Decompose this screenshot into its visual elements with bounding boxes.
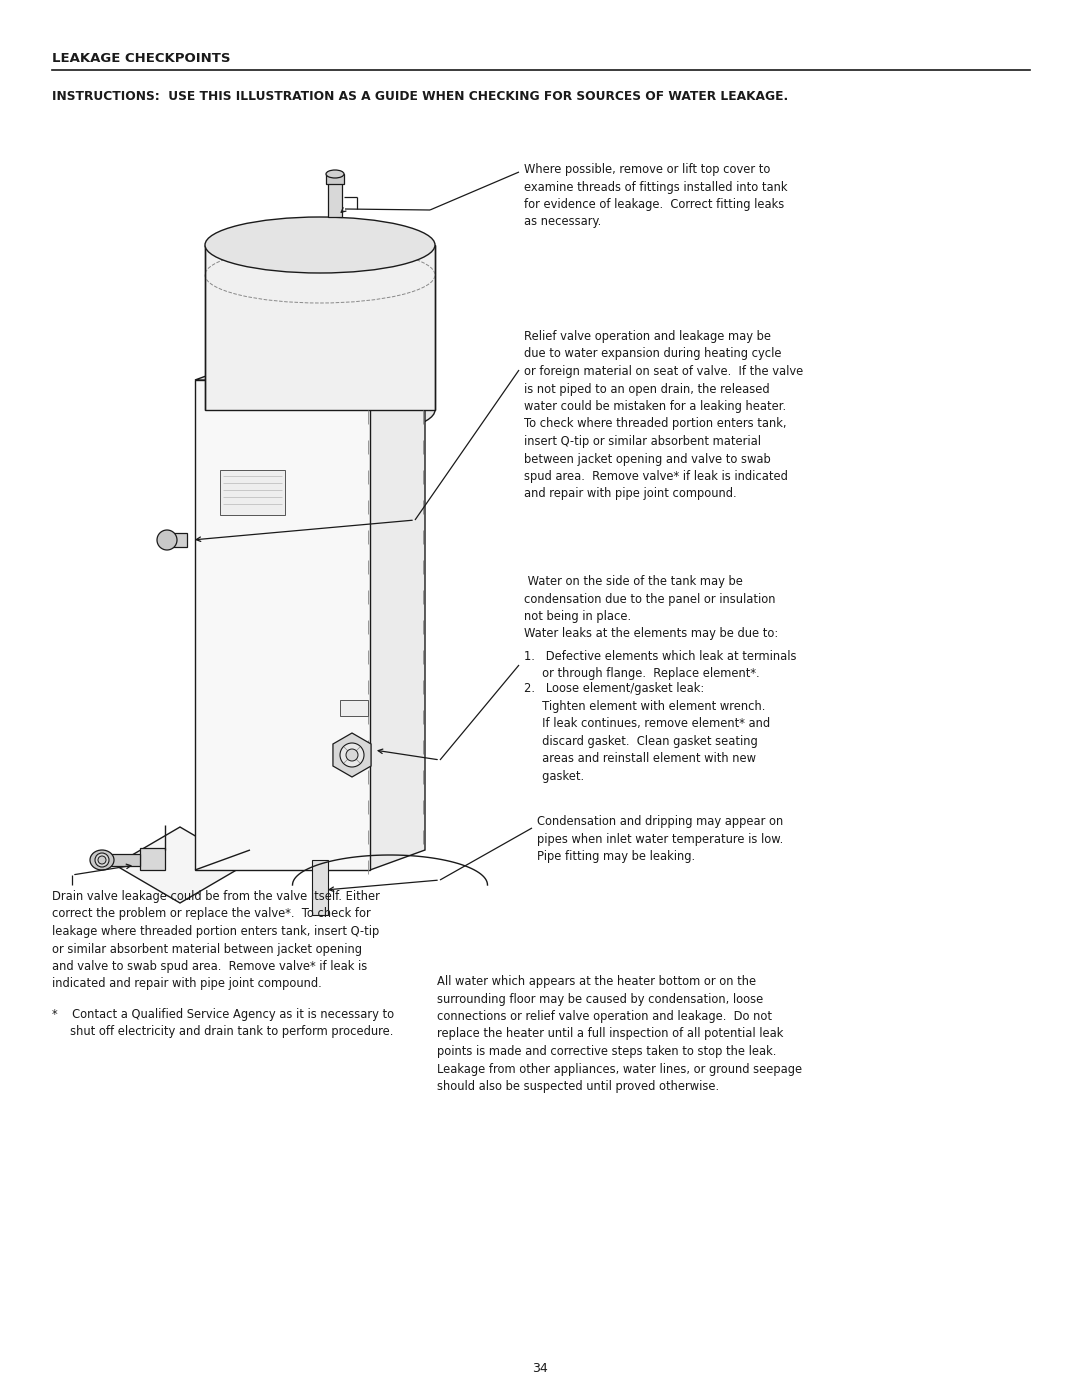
Text: 34: 34 [532,1362,548,1375]
Ellipse shape [326,170,345,177]
Text: Water on the side of the tank may be
condensation due to the panel or insulation: Water on the side of the tank may be con… [524,576,775,623]
Polygon shape [370,360,426,870]
Text: Where possible, remove or lift top cover to
examine threads of fittings installe: Where possible, remove or lift top cover… [524,163,787,229]
Ellipse shape [346,749,357,761]
Text: 1.   Defective elements which leak at terminals
     or through flange.  Replace: 1. Defective elements which leak at term… [524,650,797,680]
Text: Tighten element with element wrench.
     If leak continues, remove element* and: Tighten element with element wrench. If … [524,700,770,782]
Polygon shape [205,244,435,409]
Ellipse shape [90,849,114,870]
Bar [140,848,165,870]
Text: *    Contact a Qualified Service Agency as it is necessary to
     shut off elec: * Contact a Qualified Service Agency as … [52,1009,394,1038]
Text: All water which appears at the heater bottom or on the
surrounding floor may be : All water which appears at the heater bo… [437,975,802,1092]
Text: Drain valve leakage could be from the valve itself. Either
correct the problem o: Drain valve leakage could be from the va… [52,890,380,990]
Bar [328,182,342,217]
Ellipse shape [95,854,109,868]
Bar [107,854,140,866]
Bar [167,534,187,548]
Text: Relief valve operation and leakage may be
due to water expansion during heating : Relief valve operation and leakage may b… [524,330,804,500]
Text: 2.   Loose element/gasket leak:: 2. Loose element/gasket leak: [524,682,704,694]
Bar [220,469,285,515]
Ellipse shape [340,743,364,767]
Text: Condensation and dripping may appear on
pipes when inlet water temperature is lo: Condensation and dripping may appear on … [537,814,783,863]
Ellipse shape [205,217,435,272]
Bar [326,175,345,184]
Polygon shape [114,827,245,902]
Text: LEAKAGE CHECKPOINTS: LEAKAGE CHECKPOINTS [52,52,230,66]
Bar [340,700,368,717]
Ellipse shape [157,529,177,550]
Polygon shape [195,360,426,380]
Polygon shape [333,733,372,777]
Ellipse shape [205,381,435,439]
Text: Water leaks at the elements may be due to:: Water leaks at the elements may be due t… [524,627,779,640]
Text: INSTRUCTIONS:  USE THIS ILLUSTRATION AS A GUIDE WHEN CHECKING FOR SOURCES OF WAT: INSTRUCTIONS: USE THIS ILLUSTRATION AS A… [52,89,788,103]
Polygon shape [195,380,370,870]
Bar [312,861,328,915]
Ellipse shape [98,856,106,863]
